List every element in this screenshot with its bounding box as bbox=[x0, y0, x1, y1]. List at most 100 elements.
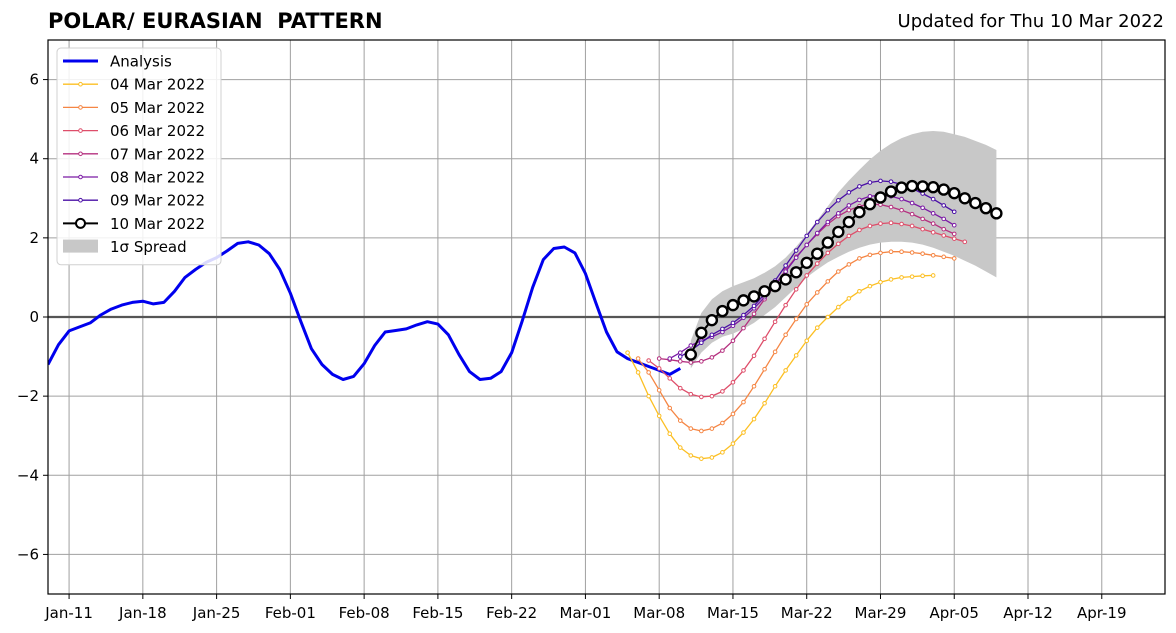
series-point bbox=[741, 368, 746, 373]
series-point bbox=[741, 430, 746, 435]
series-point bbox=[878, 250, 883, 256]
series-point bbox=[930, 211, 936, 216]
legend-marker bbox=[78, 128, 83, 133]
legend-marker bbox=[78, 151, 83, 157]
x-tick-label: Feb-01 bbox=[265, 604, 316, 622]
series-point bbox=[646, 358, 651, 363]
series-point bbox=[895, 181, 908, 194]
series-line bbox=[48, 240, 682, 381]
series-point bbox=[920, 216, 925, 222]
series-point bbox=[941, 203, 947, 208]
series-point bbox=[899, 221, 904, 227]
legend-box bbox=[56, 47, 222, 266]
series-point bbox=[705, 313, 719, 327]
series-point bbox=[846, 207, 852, 213]
x-tick-label: Mar-08 bbox=[633, 604, 685, 622]
series-point bbox=[804, 242, 810, 248]
x-tick-label: Feb-08 bbox=[339, 604, 390, 622]
series-point bbox=[804, 233, 810, 239]
series-point bbox=[677, 354, 683, 359]
series-point bbox=[926, 181, 940, 194]
series-point bbox=[730, 320, 736, 326]
chart-subtitle: Updated for Thu 10 Mar 2022 bbox=[897, 11, 1164, 32]
series-point bbox=[783, 332, 788, 338]
series-point bbox=[751, 311, 757, 317]
series-point bbox=[909, 250, 915, 255]
series-point bbox=[772, 383, 778, 389]
x-tick-label: Mar-29 bbox=[855, 604, 907, 622]
series-point bbox=[793, 316, 799, 322]
series-point bbox=[951, 222, 957, 228]
x-tick-label: Mar-15 bbox=[707, 604, 759, 622]
series-point bbox=[825, 219, 831, 225]
series-point bbox=[888, 179, 894, 184]
series-point bbox=[751, 383, 757, 389]
series-point bbox=[888, 204, 894, 210]
series-point bbox=[730, 441, 736, 446]
series-point bbox=[951, 231, 957, 237]
series-point bbox=[793, 287, 799, 292]
series-point bbox=[867, 194, 873, 199]
series-point bbox=[720, 326, 725, 332]
series-point bbox=[878, 221, 883, 226]
series-point bbox=[804, 273, 810, 278]
series-point bbox=[857, 288, 862, 294]
series-point bbox=[695, 326, 708, 340]
series-point bbox=[836, 304, 841, 310]
legend-label: 04 Mar 2022 bbox=[110, 76, 205, 94]
series-point bbox=[709, 455, 715, 460]
series-point bbox=[979, 201, 993, 215]
legend-label: Analysis bbox=[110, 53, 172, 71]
y-tick-label: −4 bbox=[17, 466, 39, 484]
series-point bbox=[832, 225, 845, 239]
series-point bbox=[863, 198, 877, 211]
series-point bbox=[730, 379, 736, 385]
series-point bbox=[709, 332, 715, 338]
series-point bbox=[930, 230, 936, 235]
series-point bbox=[857, 197, 862, 203]
series-point bbox=[814, 325, 820, 330]
series-point bbox=[821, 236, 834, 249]
y-tick-label: 2 bbox=[29, 229, 39, 247]
series-point bbox=[688, 453, 694, 458]
series-point bbox=[635, 356, 641, 361]
series-point bbox=[751, 303, 757, 309]
x-tick-label: Apr-19 bbox=[1077, 604, 1127, 622]
series-point bbox=[990, 207, 1003, 220]
series-point bbox=[888, 249, 894, 255]
series-point bbox=[905, 179, 919, 193]
series-point bbox=[720, 348, 725, 353]
series-point bbox=[762, 400, 767, 406]
series-point bbox=[846, 262, 852, 267]
legend-label: 05 Mar 2022 bbox=[110, 99, 205, 117]
series-point bbox=[741, 399, 746, 405]
x-tick-label: Mar-01 bbox=[560, 604, 612, 622]
series-point bbox=[741, 312, 746, 318]
series-point bbox=[846, 296, 852, 301]
series-point bbox=[909, 274, 915, 279]
series-point bbox=[762, 336, 767, 342]
series-point bbox=[667, 356, 673, 361]
legend-label: 1σ Spread bbox=[110, 238, 187, 256]
series-point bbox=[941, 226, 947, 232]
series-point bbox=[814, 230, 820, 236]
series-point bbox=[941, 254, 947, 260]
series-point bbox=[635, 370, 641, 375]
series-point bbox=[909, 211, 915, 217]
series-point bbox=[937, 183, 950, 196]
series-point bbox=[772, 319, 778, 325]
series-point bbox=[899, 275, 904, 280]
x-tick-label: Jan-11 bbox=[44, 604, 93, 622]
series-point bbox=[878, 178, 883, 184]
legend-label: 10 Mar 2022 bbox=[110, 215, 205, 233]
series-point bbox=[656, 356, 662, 361]
series-point bbox=[800, 256, 813, 269]
series-point bbox=[948, 186, 961, 200]
series-point bbox=[758, 285, 771, 298]
series-point bbox=[836, 269, 841, 274]
series-line bbox=[627, 274, 934, 460]
series-point bbox=[741, 325, 746, 331]
series-point bbox=[888, 277, 894, 282]
series-point bbox=[667, 376, 673, 381]
series-point bbox=[688, 426, 694, 431]
